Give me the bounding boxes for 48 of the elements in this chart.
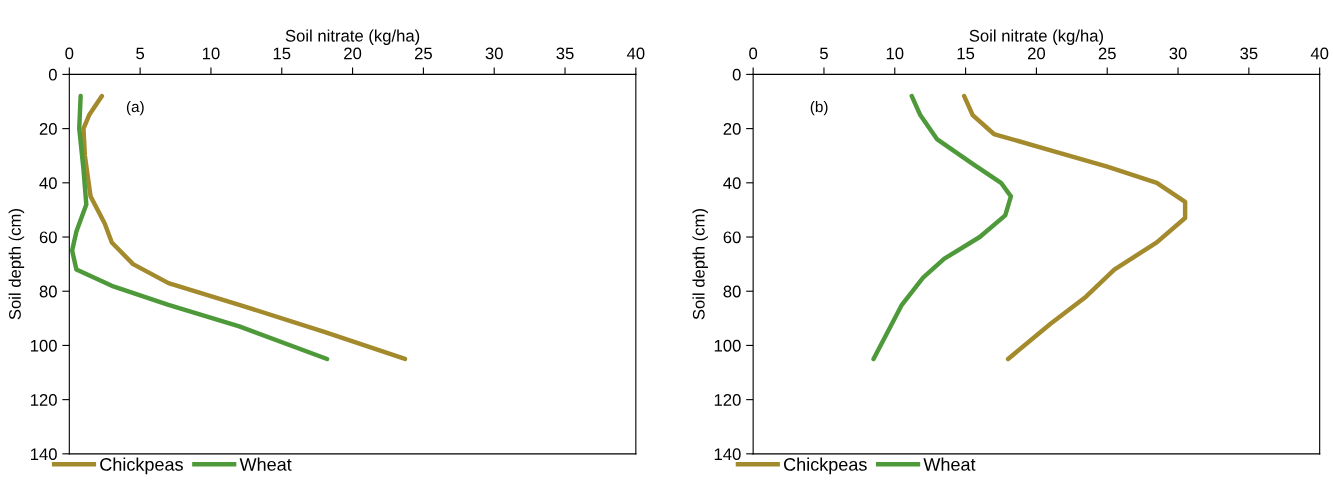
x-tick-label: 35 xyxy=(556,47,574,60)
legend-label: Wheat xyxy=(923,457,976,471)
y-tick-label: 80 xyxy=(39,285,57,298)
annotation: (b) xyxy=(810,100,828,116)
x-tick-label: 5 xyxy=(819,47,828,60)
y-tick-label: 0 xyxy=(732,68,741,81)
x-tick-label: 30 xyxy=(485,47,503,60)
y-tick-label: 100 xyxy=(30,339,57,352)
annotation: (a) xyxy=(126,100,144,116)
y-tick-label: 100 xyxy=(714,339,741,352)
line-series xyxy=(81,93,408,362)
line-series xyxy=(69,93,330,362)
y-tick-label: 40 xyxy=(39,177,57,190)
x-tick-label: 0 xyxy=(65,47,74,60)
x-tick-label: 40 xyxy=(1310,47,1329,60)
line-series xyxy=(961,93,1188,362)
x-tick-label: 20 xyxy=(1027,47,1046,60)
x-tick-label: 15 xyxy=(273,47,291,60)
legend-label: Wheat xyxy=(239,457,292,471)
x-tick-label: 5 xyxy=(136,47,145,60)
x-tick-label: 35 xyxy=(1240,47,1258,60)
x-tick-label: 25 xyxy=(1098,47,1116,60)
y-tick-label: 40 xyxy=(723,177,741,190)
line-series xyxy=(871,93,1014,362)
x-tick-label: 10 xyxy=(202,47,220,60)
y-tick-label: 80 xyxy=(723,285,741,298)
legend-label: Chickpeas xyxy=(100,457,183,475)
x-axis-title: Soil nitrate (kg/ha) xyxy=(969,29,1103,45)
y-tick-label: 20 xyxy=(723,123,741,135)
y-tick-label: 60 xyxy=(723,231,741,244)
x-tick-label: 10 xyxy=(886,47,904,60)
y-tick-label: 60 xyxy=(39,231,57,244)
x-tick-label: 25 xyxy=(414,47,432,60)
y-tick-label: 0 xyxy=(48,68,57,81)
x-tick-label: 15 xyxy=(957,47,975,60)
x-tick-label: 40 xyxy=(626,47,645,60)
x-tick-label: 30 xyxy=(1169,47,1187,60)
y-axis-title: Soil depth (cm) xyxy=(692,209,708,320)
y-axis-title: Soil depth (cm) xyxy=(8,209,25,320)
x-tick-label: 20 xyxy=(344,47,362,60)
legend-label: Chickpeas xyxy=(784,457,867,475)
x-axis-title: Soil nitrate (kg/ha) xyxy=(285,29,420,45)
y-tick-label: 140 xyxy=(714,448,741,461)
y-tick-label: 120 xyxy=(30,394,57,406)
y-tick-label: 20 xyxy=(39,123,57,135)
x-tick-label: 0 xyxy=(749,47,758,60)
y-tick-label: 120 xyxy=(714,394,741,406)
y-tick-label: 140 xyxy=(30,448,57,461)
